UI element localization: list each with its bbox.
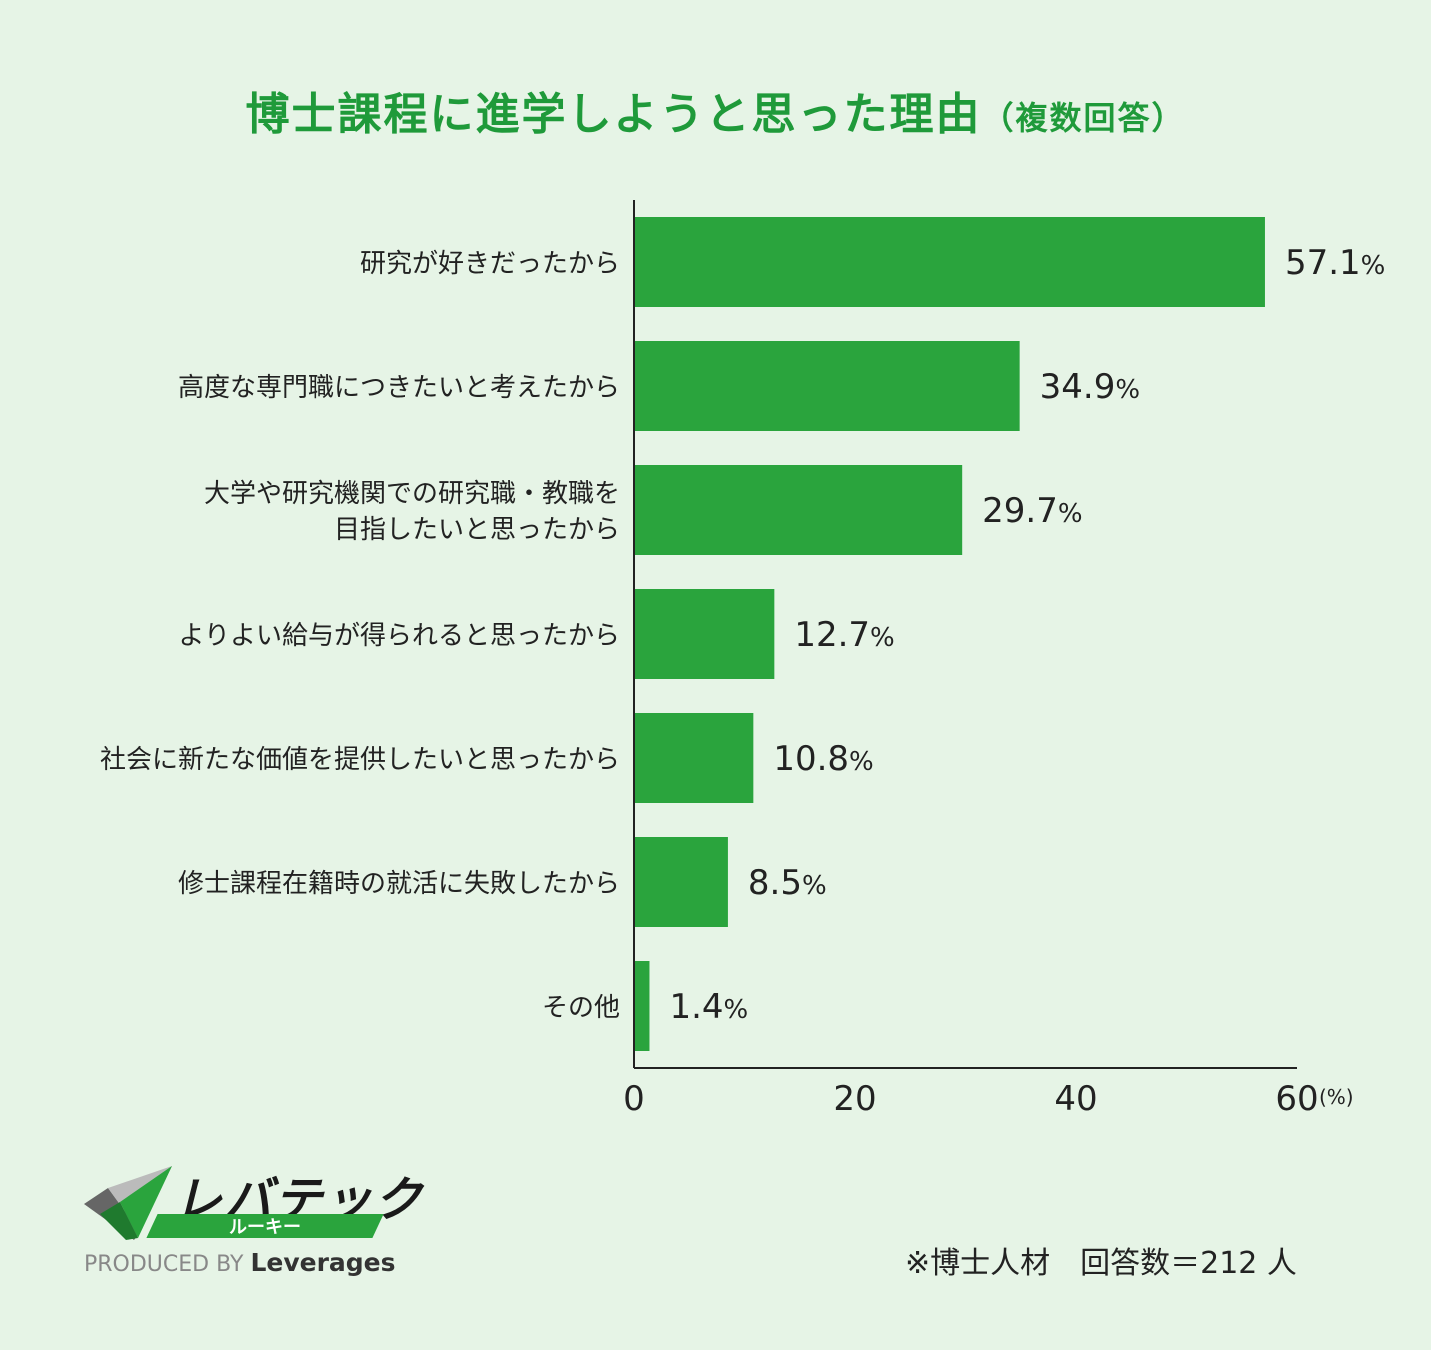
category-label: 社会に新たな価値を提供したいと思ったから [100,745,620,775]
category-label: 研究が好きだったから [360,249,620,279]
data-label: 1.4% [669,987,748,1027]
produced-by: PRODUCED BY Leverages [84,1248,396,1277]
x-tick-label: 0 [623,1079,645,1119]
checkmark-logo-icon [84,1166,172,1240]
category-label: 目指したいと思ったから [334,515,620,545]
x-unit-label: (%) [1319,1085,1354,1109]
chart-title: 博士課程に進学しようと思った理由（複数回答） [0,78,1431,142]
produced-by-label: PRODUCED BY [84,1252,244,1277]
brand-name: Leverages [250,1248,396,1277]
bar [634,589,775,679]
bar [634,713,754,803]
bar [634,341,1020,431]
category-label: よりよい給与が得られると思ったから [179,621,620,651]
data-label: 57.1% [1285,243,1385,283]
bar [634,217,1265,307]
levtech-rookie-logo: レバテック ルーキー PRODUCED BY Leverages [80,1160,422,1290]
data-label: 34.9% [1040,367,1140,407]
chart-title-main: 博士課程に進学しようと思った理由 [245,89,982,140]
category-label: 高度な専門職につきたいと考えたから [178,373,620,403]
data-label: 12.7% [794,615,894,655]
x-tick-label: 60 [1275,1079,1318,1119]
logo-sub-text: ルーキー [229,1217,301,1238]
data-label: 8.5% [748,863,827,903]
bar [634,465,963,555]
x-tick-label: 40 [1054,1079,1097,1119]
chart-title-sub: （複数回答） [981,99,1186,137]
category-label: 修士課程在籍時の就活に失敗したから [178,869,620,899]
x-tick-label: 20 [833,1079,876,1119]
bar [634,961,650,1051]
bar [634,837,728,927]
bar-chart: 57.1% 研究が好きだったから 34.9% 高度な専門職につきたいと考えたから 29.… [100,200,1385,1119]
category-label: その他 [542,993,620,1023]
data-label: 29.7% [982,491,1082,531]
footnote: ※博士人材 回答数＝212 人 [905,1246,1297,1281]
category-label: 大学や研究機関での研究職・教職を [204,479,620,509]
data-label: 10.8% [773,739,873,779]
